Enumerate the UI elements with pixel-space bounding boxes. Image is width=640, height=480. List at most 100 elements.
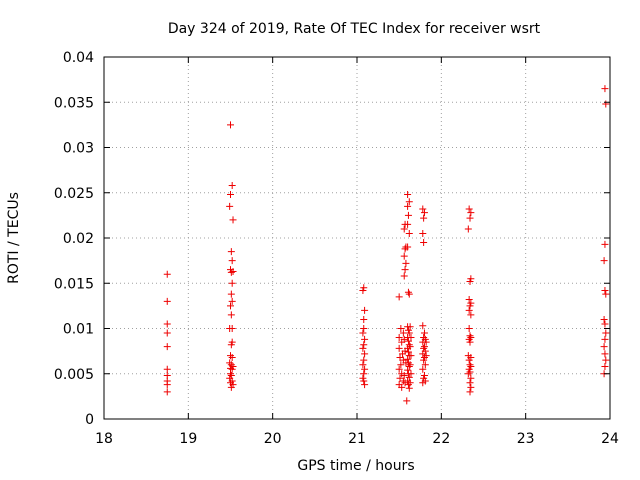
- data-point: [407, 334, 415, 342]
- data-point: [227, 352, 234, 360]
- data-point: [395, 344, 403, 352]
- data-point: [601, 335, 609, 343]
- data-point: [395, 293, 403, 301]
- data-point: [395, 365, 403, 373]
- x-tick-label: 18: [95, 431, 113, 447]
- data-point: [419, 350, 427, 358]
- data-point: [227, 311, 235, 319]
- data-point: [361, 365, 369, 373]
- data-point: [419, 379, 427, 387]
- data-point: [403, 397, 411, 405]
- data-point: [405, 363, 413, 371]
- data-point: [228, 279, 236, 287]
- x-tick-label: 21: [348, 431, 366, 447]
- data-point: [400, 272, 408, 280]
- x-axis-label: GPS time / hours: [297, 458, 414, 474]
- data-point: [405, 290, 413, 298]
- y-tick-labels: 0 0.005 0.01 0.015 0.02 0.025 0.03 0.035 0.04: [54, 50, 94, 428]
- data-point: [227, 370, 234, 378]
- data-point: [405, 384, 413, 392]
- data-point: [602, 100, 610, 108]
- data-point: [466, 338, 474, 346]
- data-point: [466, 277, 474, 285]
- data-point: [400, 252, 408, 260]
- data-point: [420, 334, 428, 342]
- chart-title: Day 324 of 2019, Rate Of TEC Index for r…: [168, 21, 541, 37]
- data-point: [601, 85, 609, 93]
- data-point: [228, 353, 236, 361]
- data-point: [360, 341, 368, 349]
- data-point: [360, 356, 368, 364]
- data-point: [419, 205, 427, 213]
- data-point: [467, 334, 475, 342]
- y-axis-label: ROTI / TECUs: [6, 192, 22, 284]
- data-point: [422, 338, 430, 346]
- data-point: [404, 348, 412, 356]
- data-point: [163, 270, 171, 278]
- data-point: [400, 335, 408, 343]
- x-tick-label: 20: [264, 431, 282, 447]
- y-tick-label: 0.01: [63, 322, 94, 338]
- data-point: [405, 229, 413, 237]
- data-point: [421, 361, 429, 369]
- data-point: [601, 286, 609, 294]
- data-point: [420, 239, 428, 247]
- data-point: [406, 361, 414, 369]
- data-point: [465, 356, 473, 364]
- data-point: [163, 388, 171, 396]
- data-point: [464, 370, 472, 378]
- data-point: [228, 257, 236, 265]
- data-point: [228, 182, 236, 190]
- data-point: [404, 191, 412, 199]
- data-point: [163, 329, 171, 337]
- data-point: [402, 359, 410, 367]
- data-point: [404, 337, 412, 345]
- data-point: [163, 297, 171, 305]
- y-tick-label: 0.025: [54, 186, 94, 202]
- data-point: [466, 302, 474, 310]
- axis-ticks: [103, 56, 611, 420]
- data-point: [404, 366, 412, 374]
- data-point: [397, 325, 405, 332]
- data-point: [404, 220, 412, 228]
- data-point: [465, 205, 473, 213]
- data-point: [226, 359, 234, 367]
- data-point: [400, 372, 408, 380]
- data-point: [359, 286, 367, 294]
- data-point: [601, 350, 609, 358]
- data-point: [405, 373, 413, 381]
- data-point: [405, 329, 413, 337]
- y-tick-label: 0.04: [63, 50, 94, 66]
- data-point: [467, 311, 475, 319]
- data-point: [600, 257, 608, 265]
- data-point: [163, 320, 171, 328]
- data-point: [600, 343, 608, 351]
- y-tick-label: 0: [85, 412, 94, 428]
- data-point: [226, 202, 234, 210]
- data-point: [361, 381, 369, 389]
- data-point: [419, 229, 427, 237]
- data-point: [466, 361, 474, 369]
- data-point: [227, 248, 235, 256]
- data-point: [420, 343, 428, 351]
- data-point: [359, 361, 367, 369]
- data-point: [401, 347, 409, 355]
- data-point: [395, 334, 403, 342]
- data-point: [400, 225, 408, 233]
- data-point: [401, 379, 409, 387]
- grid-lines: [104, 57, 610, 419]
- x-tick-label: 23: [517, 431, 535, 447]
- data-point: [360, 315, 368, 323]
- data-point: [467, 209, 475, 217]
- data-points: [163, 85, 610, 405]
- x-tick-labels: 18 19 20 21 22 23 24: [95, 431, 619, 447]
- data-point: [163, 381, 171, 389]
- data-point: [465, 325, 473, 332]
- y-tick-label: 0.03: [63, 141, 94, 157]
- data-point: [602, 290, 610, 298]
- data-point: [467, 374, 475, 382]
- data-point: [360, 377, 368, 385]
- data-point: [420, 209, 428, 217]
- y-tick-label: 0.015: [54, 276, 94, 292]
